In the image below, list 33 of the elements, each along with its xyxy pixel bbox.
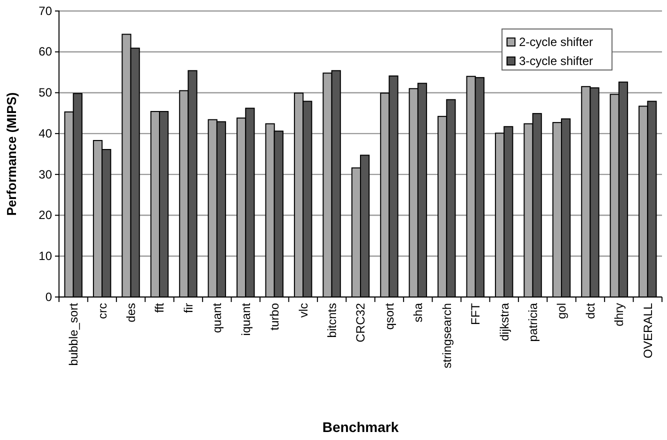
- x-tick-label: vlc: [296, 303, 310, 318]
- x-tick-label: patricia: [526, 302, 540, 342]
- y-tick-label: 30: [38, 167, 52, 182]
- x-tick-label: iquant: [238, 302, 253, 336]
- x-tick-label: fir: [181, 303, 196, 313]
- x-tick-label: FFT: [468, 302, 483, 325]
- x-tick-label: stringsearch: [440, 303, 454, 368]
- y-tick-label: 70: [38, 4, 52, 18]
- x-tick-label: qsort: [382, 302, 396, 330]
- x-tick-label: bitcnts: [324, 303, 339, 338]
- legend-label: 3-cycle shifter: [519, 54, 594, 68]
- y-tick-label: 50: [38, 86, 52, 100]
- y-tick-label: 0: [45, 290, 52, 304]
- x-tick-label: turbo: [268, 302, 282, 330]
- x-axis-title: Benchmark: [322, 419, 399, 435]
- x-tick-label: OVERALL: [640, 302, 655, 358]
- y-axis-title: Performance (MIPS): [4, 92, 19, 216]
- x-tick-label: dct: [583, 302, 598, 320]
- x-tick-label: CRC32: [354, 302, 368, 342]
- y-tick-label: 10: [38, 248, 52, 263]
- x-tick-label: sha: [411, 302, 426, 322]
- x-tick-label: dhry: [612, 303, 626, 326]
- x-tick-label: des: [124, 303, 138, 322]
- y-tick-label: 60: [38, 44, 52, 59]
- x-tick-label: crc: [95, 303, 110, 319]
- legend-label: 2-cycle shifter: [519, 35, 594, 49]
- y-tick-label: 40: [38, 126, 52, 140]
- x-tick-label: quant: [210, 302, 224, 334]
- x-tick-label: bubble_sort: [66, 302, 81, 366]
- x-tick-label: gol: [554, 303, 569, 320]
- x-tick-label: dijkstra: [497, 302, 512, 342]
- x-tick-label: fft: [152, 302, 167, 313]
- y-tick-label: 20: [38, 208, 52, 222]
